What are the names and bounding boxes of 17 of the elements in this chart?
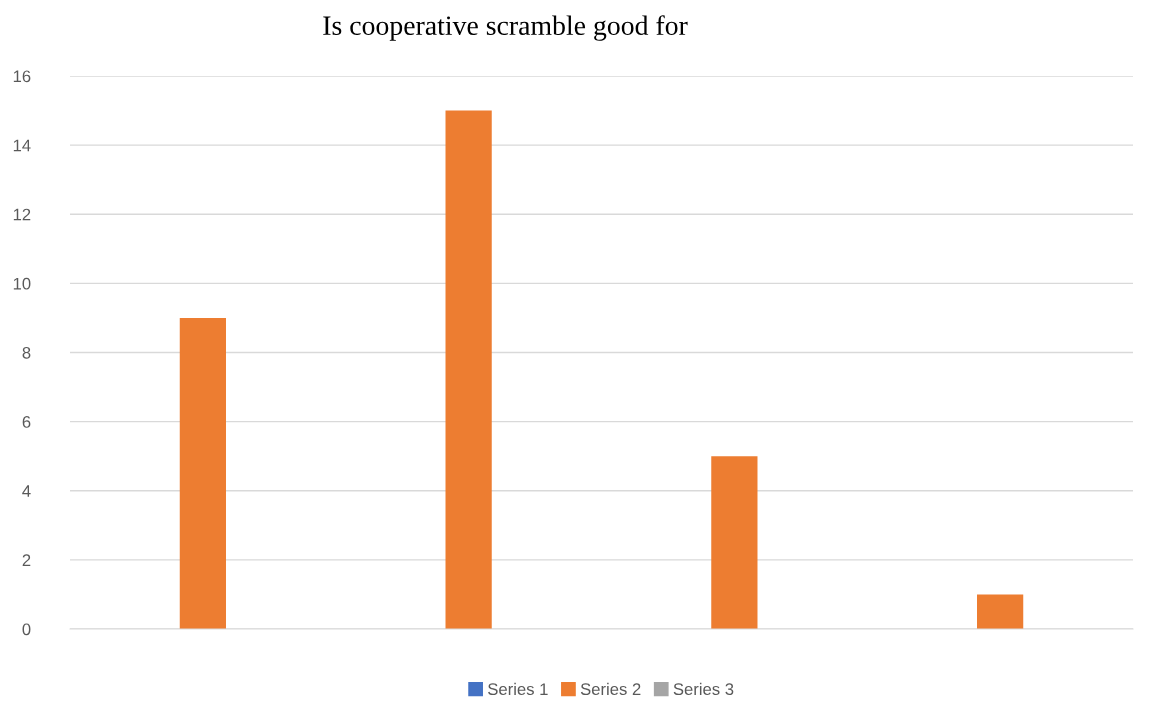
y-tick-label: 10 (13, 277, 31, 290)
y-tick-label: 6 (22, 416, 31, 428)
y-tick-label: 4 (22, 485, 31, 497)
y-tick-label: 14 (13, 139, 31, 152)
y-tick-label: 16 (13, 70, 31, 83)
legend-label: Series 1 (488, 682, 548, 696)
bar (179, 317, 226, 629)
y-tick-label: 0 (22, 623, 31, 636)
bar (711, 456, 758, 629)
legend-label: Series 2 (580, 682, 641, 696)
y-tick-label: 2 (22, 554, 31, 566)
legend-label: Series 3 (673, 682, 734, 696)
bar (445, 110, 492, 629)
chart-title: Is cooperative scramble good for (323, 15, 688, 41)
y-tick-label: 8 (22, 346, 31, 359)
bar (977, 594, 1024, 629)
y-tick-label: 12 (13, 208, 31, 221)
